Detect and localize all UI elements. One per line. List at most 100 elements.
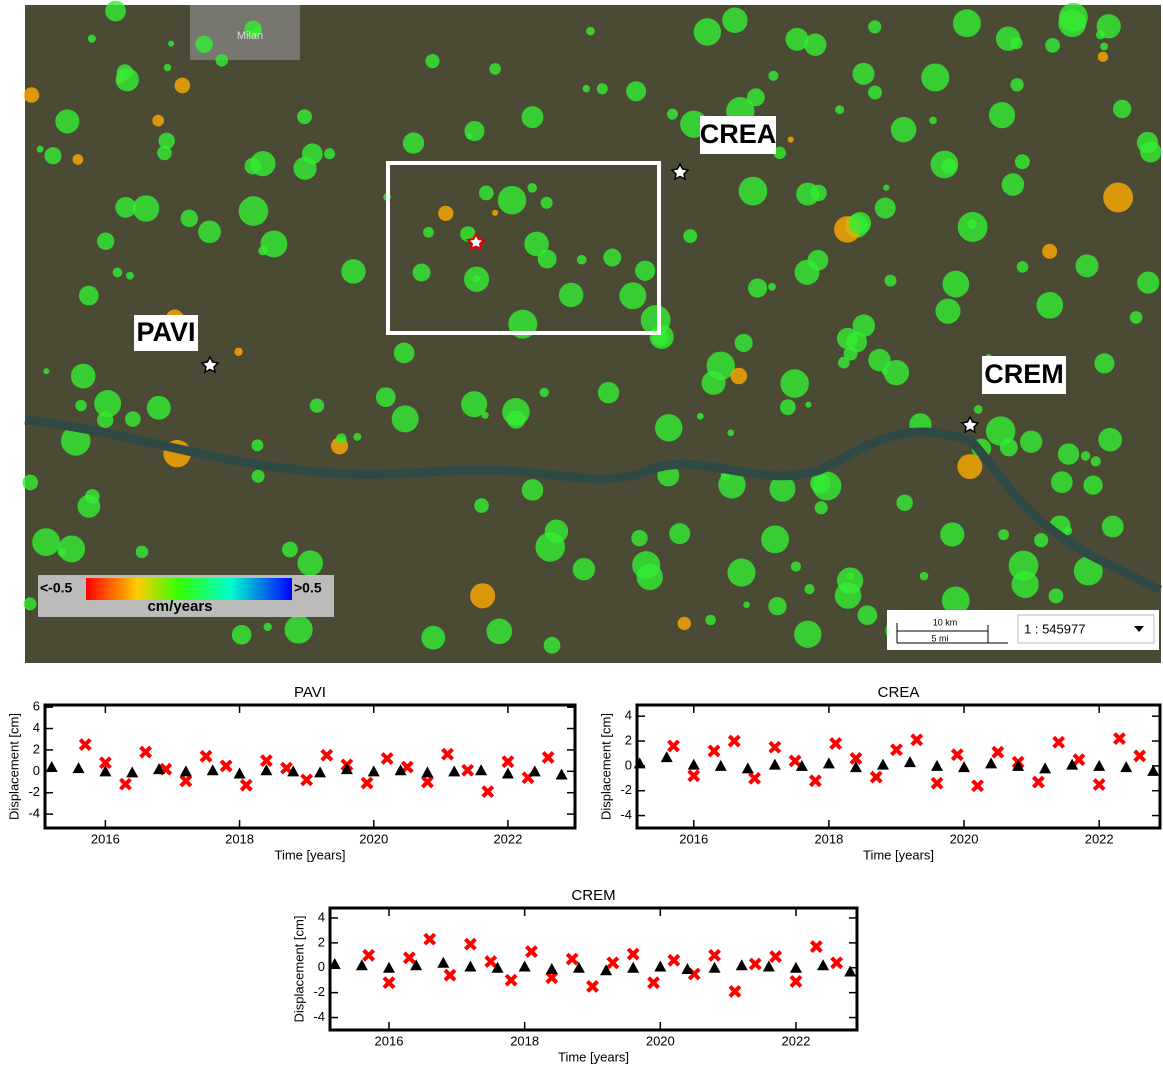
point-cluster (492, 210, 498, 216)
point-cluster (838, 357, 850, 369)
point-cluster (1130, 311, 1143, 324)
data-point (221, 761, 231, 771)
x-tick-label: 2018 (225, 831, 254, 846)
point-cluster (577, 255, 587, 265)
data-point (608, 958, 618, 968)
data-point (810, 776, 820, 786)
point-cluster (808, 250, 829, 271)
point-cluster (785, 28, 808, 51)
point-cluster (921, 63, 949, 91)
data-point (384, 978, 394, 988)
point-cluster (97, 233, 114, 250)
data-point (567, 954, 577, 964)
point-cluster (1051, 471, 1073, 493)
chart-title: CREA (878, 684, 920, 701)
data-point (750, 773, 760, 783)
data-point (121, 779, 131, 789)
point-cluster (885, 275, 897, 287)
scale-km: 10 km (933, 617, 958, 627)
point-cluster (105, 1, 126, 22)
point-cluster (582, 85, 590, 93)
data-point (790, 756, 800, 766)
point-cluster (470, 583, 495, 608)
point-cluster (152, 115, 164, 127)
point-cluster (731, 368, 748, 385)
data-point (302, 775, 312, 785)
y-tick-label: 4 (625, 708, 632, 723)
point-cluster (837, 328, 858, 349)
point-cluster (133, 195, 160, 222)
data-point (207, 764, 219, 775)
data-point (546, 963, 558, 974)
x-tick-label: 2018 (510, 1033, 539, 1048)
point-cluster (929, 117, 937, 125)
point-cluster (55, 109, 79, 133)
data-point (404, 953, 414, 963)
point-cluster (1113, 100, 1131, 118)
data-point (627, 962, 639, 973)
point-cluster (353, 433, 361, 441)
point-cluster (883, 185, 889, 191)
point-cluster (1045, 38, 1060, 53)
data-point (322, 750, 332, 760)
data-point (314, 766, 326, 777)
point-cluster (743, 602, 750, 609)
point-cluster (1020, 431, 1042, 453)
y-tick-label: 2 (625, 732, 632, 747)
point-cluster (94, 390, 121, 417)
data-point (234, 767, 246, 778)
data-point (529, 765, 541, 776)
point-cluster (632, 551, 660, 579)
data-point (985, 757, 997, 768)
colorbar (86, 578, 292, 600)
data-point (1120, 761, 1132, 772)
point-cluster (722, 8, 747, 33)
data-point (141, 747, 151, 757)
point-cluster (1058, 9, 1086, 37)
point-cluster (884, 360, 909, 385)
point-cluster (466, 133, 472, 139)
point-cluster (598, 382, 619, 403)
point-cluster (239, 196, 269, 226)
y-axis-label: Displacement [cm] (291, 916, 306, 1023)
data-point (46, 761, 58, 772)
point-cluster (868, 20, 881, 33)
data-point (1039, 762, 1051, 773)
point-cluster (541, 197, 553, 209)
x-tick-label: 2020 (359, 831, 388, 846)
point-cluster (683, 229, 697, 243)
point-cluster (522, 106, 544, 128)
point-cluster (73, 154, 84, 165)
y-tick-label: 4 (318, 909, 325, 924)
point-cluster (958, 212, 988, 242)
point-cluster (727, 429, 734, 436)
point-cluster (896, 494, 912, 510)
data-point (1033, 777, 1043, 787)
point-cluster (136, 546, 149, 559)
point-cluster (85, 489, 100, 504)
point-cluster (852, 63, 874, 85)
data-point (715, 760, 727, 771)
station-label: CREM (984, 359, 1064, 389)
point-cluster (810, 185, 826, 201)
point-cluster (780, 399, 796, 415)
data-point (502, 767, 514, 778)
point-cluster (260, 230, 287, 257)
point-cluster (768, 71, 778, 81)
point-cluster (535, 532, 565, 562)
point-cluster (479, 186, 494, 201)
chart-title: CREM (571, 887, 615, 904)
point-cluster (631, 530, 647, 546)
point-cluster (147, 396, 171, 420)
y-tick-label: -4 (620, 807, 632, 822)
data-point (669, 955, 679, 965)
x-tick-label: 2022 (493, 831, 522, 846)
data-point (506, 975, 516, 985)
data-point (729, 736, 739, 746)
data-point (475, 764, 487, 775)
chart-title: PAVI (294, 684, 326, 701)
data-point (437, 957, 449, 968)
point-cluster (1103, 182, 1133, 212)
point-cluster (24, 87, 40, 103)
data-point (443, 749, 453, 759)
